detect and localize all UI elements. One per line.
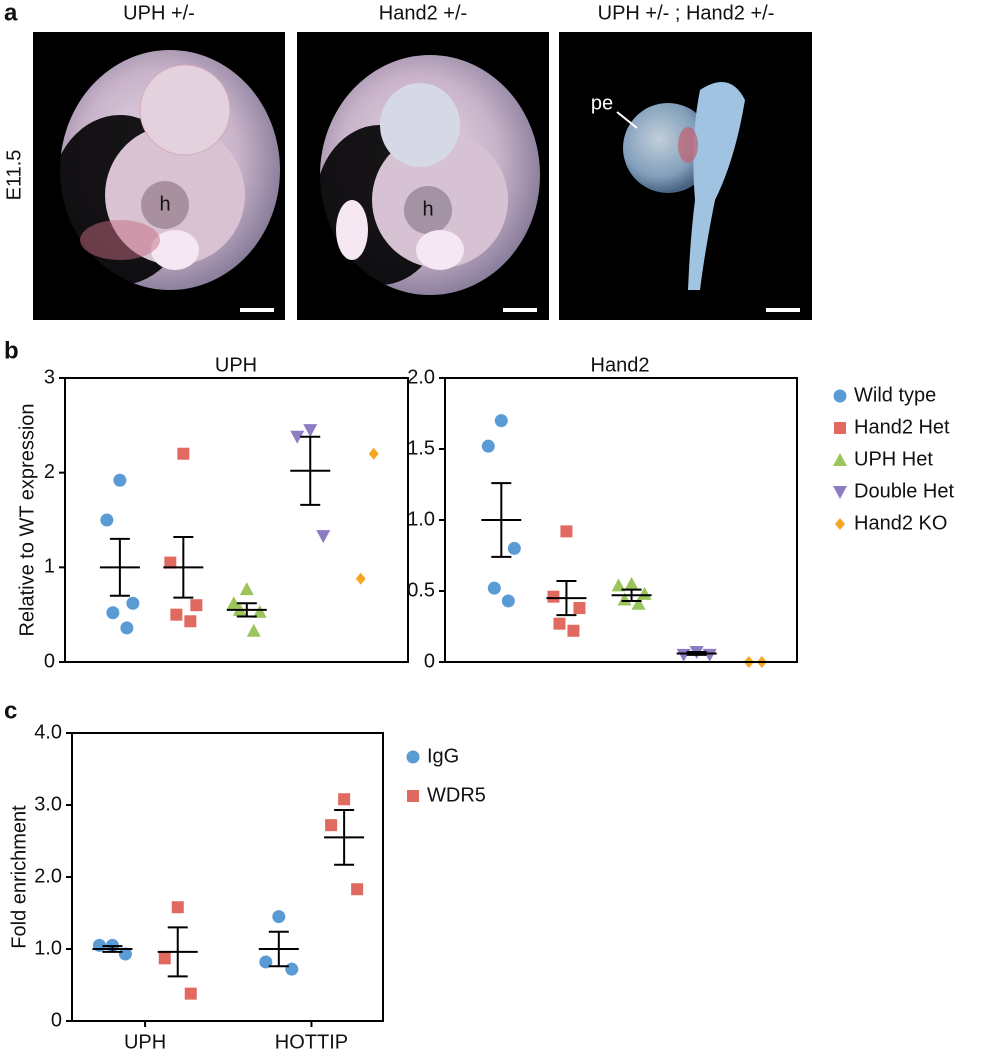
- point: [507, 541, 521, 555]
- x-tick-label: UPH: [124, 1031, 166, 1050]
- point: [567, 624, 580, 637]
- point: [285, 962, 299, 976]
- point: [553, 617, 566, 630]
- point: [290, 430, 305, 444]
- point: [624, 576, 639, 590]
- point: [106, 606, 120, 620]
- y-tick-label: 2: [44, 461, 55, 483]
- panel-label: a: [4, 0, 18, 26]
- legend-marker: [833, 389, 847, 403]
- point: [252, 604, 267, 618]
- x-tick-label: HOTTIP: [275, 1031, 348, 1050]
- plot-frame: [71, 732, 384, 1022]
- annotation: h: [422, 198, 433, 220]
- point: [126, 596, 140, 610]
- y-tick-label: 0: [44, 650, 55, 672]
- chart-title: UPH: [215, 354, 257, 376]
- point: [171, 901, 184, 914]
- annotation: h: [159, 193, 170, 215]
- legend-marker: [833, 486, 847, 499]
- legend-label: Wild type: [854, 384, 936, 406]
- point: [246, 623, 261, 637]
- point: [100, 513, 114, 527]
- chart-title: Hand2: [591, 354, 650, 376]
- y-tick-label: 1.5: [407, 437, 435, 459]
- panel-label: b: [4, 337, 19, 364]
- column-label: UPH +/- ; Hand2 +/-: [598, 2, 775, 24]
- point: [501, 594, 515, 608]
- point: [113, 473, 127, 487]
- point: [487, 581, 501, 595]
- point: [573, 602, 586, 615]
- point: [560, 525, 573, 538]
- photo: [559, 32, 812, 320]
- y-tick-label: 2.0: [407, 366, 435, 388]
- legend-label: Hand2 Het: [854, 416, 950, 438]
- point: [316, 530, 331, 544]
- legend-marker: [833, 453, 847, 466]
- point: [184, 615, 197, 628]
- annotation: pe: [591, 92, 613, 114]
- point: [272, 910, 286, 924]
- photo: [33, 32, 285, 320]
- y-tick-label: 0: [51, 1009, 62, 1031]
- y-axis-label: Fold enrichment: [8, 805, 30, 949]
- point: [368, 447, 379, 460]
- row-label: E11.5: [3, 150, 25, 201]
- point: [177, 447, 190, 460]
- point: [355, 572, 366, 585]
- point: [547, 590, 560, 603]
- panel-label: c: [4, 697, 17, 724]
- legend-label: UPH Het: [854, 448, 933, 470]
- legend-label: WDR5: [427, 784, 486, 806]
- y-tick-label: 4.0: [34, 721, 62, 743]
- point: [158, 952, 171, 965]
- point: [637, 586, 652, 600]
- point: [259, 955, 273, 969]
- point: [494, 414, 508, 428]
- point: [120, 621, 134, 635]
- legend-marker: [834, 422, 846, 434]
- legend-marker: [406, 750, 420, 764]
- point: [611, 578, 626, 592]
- point: [170, 608, 183, 621]
- point: [184, 987, 197, 1000]
- y-axis-label: Relative to WT expression: [16, 403, 38, 636]
- point: [190, 599, 203, 612]
- point: [164, 556, 177, 569]
- column-label: Hand2 +/-: [379, 2, 467, 24]
- y-tick-label: 0: [424, 650, 435, 672]
- y-tick-label: 3: [44, 366, 55, 388]
- point: [617, 592, 632, 606]
- photo: [297, 32, 549, 320]
- y-tick-label: 1.0: [34, 937, 62, 959]
- legend-label: Double Het: [854, 480, 955, 502]
- y-tick-label: 0.5: [407, 579, 435, 601]
- y-tick-label: 1: [44, 556, 55, 578]
- point: [239, 582, 254, 596]
- y-tick-label: 2.0: [34, 865, 62, 887]
- legend-label: IgG: [427, 745, 459, 767]
- legend-marker: [835, 518, 845, 530]
- column-label: UPH +/-: [123, 2, 195, 24]
- point: [481, 439, 495, 453]
- point: [303, 424, 318, 438]
- point: [338, 793, 351, 806]
- point: [226, 596, 241, 610]
- point: [118, 947, 132, 961]
- point: [325, 819, 338, 832]
- y-tick-label: 3.0: [34, 793, 62, 815]
- point: [351, 883, 364, 896]
- legend-marker: [407, 790, 419, 802]
- legend-label: Hand2 KO: [854, 512, 947, 534]
- point: [631, 596, 646, 610]
- plot-frame: [64, 377, 409, 663]
- y-tick-label: 1.0: [407, 508, 435, 530]
